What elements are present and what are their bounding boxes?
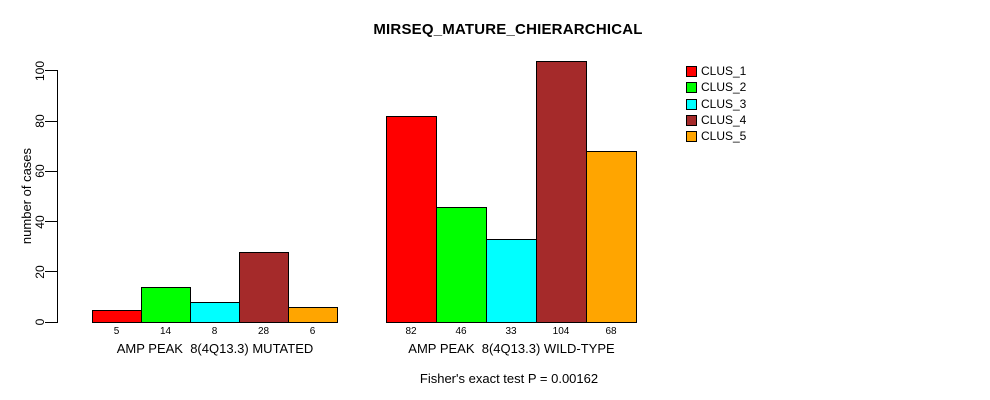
y-axis-tick (45, 170, 58, 172)
bar-value-label: 8 (211, 326, 218, 337)
y-axis-tick-label: 0 (33, 318, 47, 326)
bar (288, 307, 338, 324)
legend: CLUS_1 CLUS_2 CLUS_3 CLUS_4 CLUS_5 (686, 64, 806, 156)
legend-label: CLUS_3 (701, 96, 747, 111)
bar-value-label: 68 (605, 326, 617, 337)
bar-value-label: 82 (405, 326, 417, 337)
y-axis-tick (45, 321, 58, 323)
chart-title: MIRSEQ_MATURE_CHIERARCHICAL (373, 21, 643, 38)
bar (239, 251, 289, 324)
fisher-test-note: Fisher's exact test P = 0.00162 (419, 371, 599, 386)
bar (436, 206, 487, 324)
y-axis-label: number of cases (19, 147, 34, 245)
y-axis-tick-label: 100 (33, 60, 47, 81)
bar-value-label: 6 (309, 326, 316, 337)
bar (486, 239, 537, 324)
legend-label: CLUS_2 (701, 80, 747, 95)
y-axis-tick (45, 120, 58, 122)
bar-value-label: 104 (552, 326, 570, 337)
bar-value-label: 28 (257, 326, 270, 337)
legend-swatch (686, 131, 697, 143)
y-axis-line (57, 70, 58, 324)
bar (141, 287, 191, 324)
bar (190, 302, 240, 324)
legend-swatch (686, 82, 697, 94)
legend-swatch (686, 114, 697, 126)
y-axis-tick-label: 40 (33, 214, 47, 229)
legend-label: CLUS_5 (701, 129, 747, 144)
bar (536, 60, 587, 324)
legend-swatch (686, 66, 697, 77)
group-label: AMP PEAK 8(4Q13.3) MUTATED (116, 341, 314, 356)
y-axis-tick-label: 60 (33, 164, 47, 179)
bar-value-label: 5 (113, 326, 120, 337)
legend-label: CLUS_1 (701, 64, 747, 78)
y-axis-tick (45, 70, 58, 72)
legend-label: CLUS_4 (701, 112, 747, 127)
bar-value-label: 46 (455, 326, 467, 337)
bar (586, 151, 637, 324)
bar-value-label: 33 (505, 326, 517, 337)
legend-swatch (686, 98, 697, 110)
bar (92, 309, 142, 324)
bar-value-label: 14 (159, 326, 172, 337)
y-axis-tick (45, 221, 58, 223)
y-axis-tick-label: 20 (33, 265, 47, 279)
y-axis-tick-label: 80 (33, 114, 47, 128)
group-label: AMP PEAK 8(4Q13.3) WILD-TYPE (408, 341, 615, 356)
y-axis-tick (45, 271, 58, 273)
bar (386, 115, 437, 324)
